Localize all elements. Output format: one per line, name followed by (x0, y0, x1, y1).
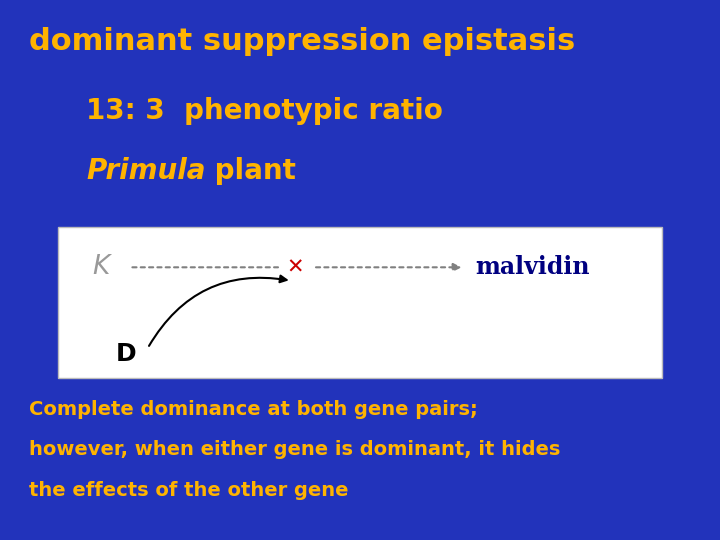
Text: K: K (92, 254, 109, 280)
Text: plant: plant (205, 157, 296, 185)
Text: 13: 3  phenotypic ratio: 13: 3 phenotypic ratio (86, 97, 444, 125)
Text: Complete dominance at both gene pairs;: Complete dominance at both gene pairs; (29, 400, 477, 419)
Text: D: D (116, 342, 136, 366)
Text: however, when either gene is dominant, it hides: however, when either gene is dominant, i… (29, 440, 560, 459)
Text: the effects of the other gene: the effects of the other gene (29, 481, 348, 500)
FancyBboxPatch shape (58, 227, 662, 378)
Text: ✕: ✕ (287, 257, 304, 278)
Text: Primula: Primula (86, 157, 206, 185)
Text: malvidin: malvidin (475, 255, 590, 279)
Text: dominant suppression epistasis: dominant suppression epistasis (29, 27, 575, 56)
